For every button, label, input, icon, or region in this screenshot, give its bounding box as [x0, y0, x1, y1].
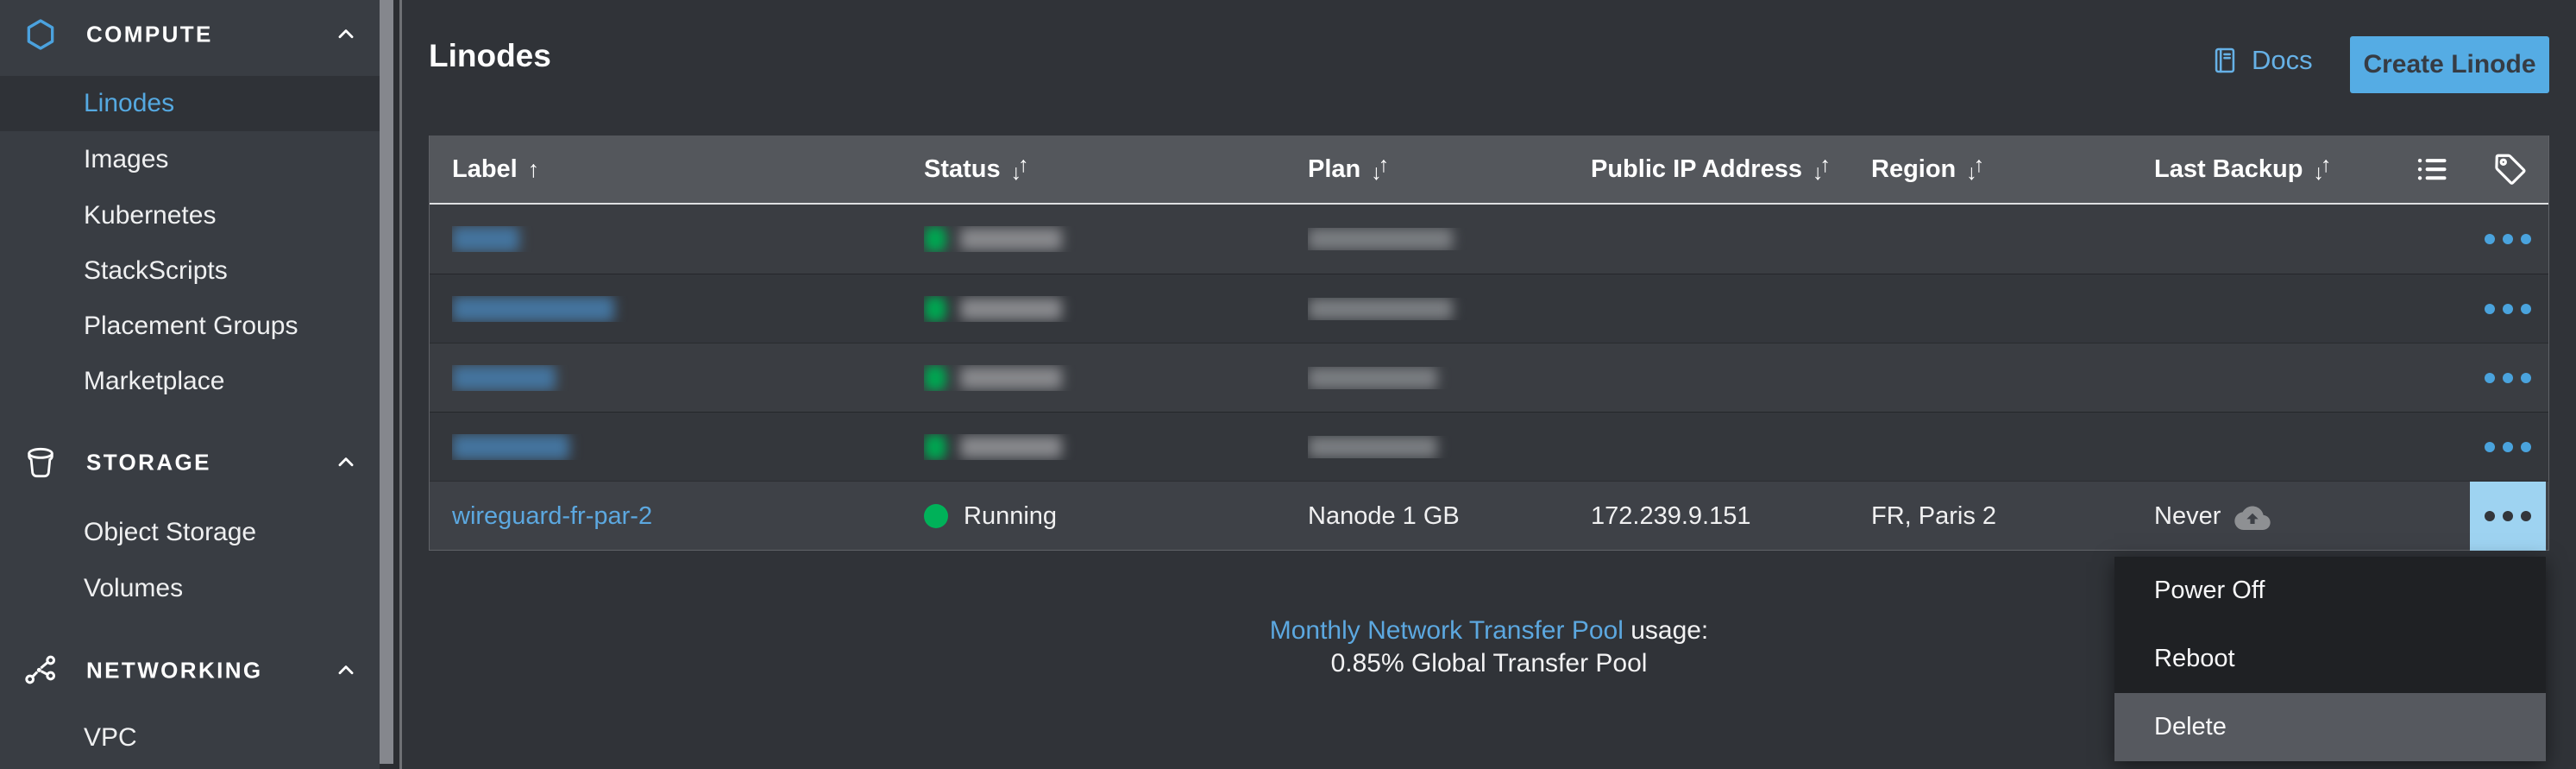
transfer-pool-link[interactable]: Monthly Network Transfer Pool	[1269, 616, 1624, 645]
status-text: Running	[964, 501, 1058, 530]
sort-icon: ↓↑	[1010, 152, 1029, 185]
transfer-pool-summary: Monthly Network Transfer Pool usage: 0.8…	[429, 615, 2549, 680]
create-linode-button[interactable]: Create Linode	[2350, 36, 2549, 93]
docs-link[interactable]: Docs	[2210, 45, 2313, 76]
column-header-plan[interactable]: Plan ↓↑	[1308, 152, 1591, 185]
sidebar-item-placement-groups[interactable]: Placement Groups	[84, 312, 298, 340]
sidebar-item-kubernetes[interactable]: Kubernetes	[84, 201, 217, 230]
column-header-public-ip[interactable]: Public IP Address ↓↑	[1591, 152, 1871, 185]
row-actions-button[interactable]	[2470, 205, 2546, 274]
sidebar-scrollbar[interactable]	[380, 0, 393, 769]
redacted-label	[452, 296, 614, 322]
column-header-status[interactable]: Status ↓↑	[924, 152, 1308, 185]
column-title: Last Backup	[2154, 154, 2303, 183]
table-header-row: Label ↑ Status ↓↑ Plan ↓↑ Public IP Addr…	[430, 136, 2548, 205]
sidebar-item-volumes[interactable]: Volumes	[84, 574, 184, 602]
section-label: STORAGE	[86, 449, 211, 476]
table-row-redacted[interactable]	[430, 343, 2548, 412]
column-title: Region	[1871, 154, 1957, 183]
sidebar-section-networking[interactable]: NETWORKING	[0, 646, 380, 695]
compute-hexagon-icon	[22, 16, 59, 53]
page-title: Linodes	[429, 38, 551, 73]
scrollbar-thumb[interactable]	[380, 0, 393, 764]
column-title: Plan	[1308, 154, 1361, 183]
menu-item-power-off[interactable]: Power Off	[2154, 577, 2265, 604]
chevron-up-icon[interactable]	[335, 23, 357, 46]
redacted-label	[452, 365, 556, 391]
row-action-menu: Power Off Reboot Delete	[2114, 557, 2546, 761]
row-actions-button[interactable]	[2470, 274, 2546, 344]
transfer-usage-value: 0.85% Global Transfer Pool	[1330, 649, 1648, 678]
summary-view-icon[interactable]	[2413, 150, 2451, 188]
redacted-plan	[1308, 228, 1453, 250]
menu-item-reboot[interactable]: Reboot	[2154, 645, 2235, 672]
docs-label: Docs	[2252, 45, 2313, 75]
table-row-redacted[interactable]	[430, 205, 2548, 274]
redacted-status	[960, 367, 1062, 389]
plan-cell: Nanode 1 GB	[1308, 501, 1460, 530]
chevron-up-icon[interactable]	[335, 451, 357, 474]
redacted-status	[960, 436, 1062, 458]
redacted-status	[960, 298, 1062, 320]
redacted-status-dot	[924, 296, 946, 322]
storage-bucket-icon	[22, 444, 59, 481]
row-actions-button-open[interactable]	[2470, 482, 2546, 551]
redacted-status-dot	[924, 226, 946, 252]
sidebar-section-compute[interactable]: COMPUTE	[0, 10, 380, 59]
sidebar: COMPUTE Linodes Images Kubernetes StackS…	[0, 0, 380, 769]
docs-book-icon	[2210, 46, 2240, 75]
redacted-status-dot	[924, 434, 946, 460]
group-by-tag-icon[interactable]	[2492, 151, 2529, 187]
sidebar-item-marketplace[interactable]: Marketplace	[84, 367, 225, 395]
sidebar-divider-line	[399, 0, 402, 769]
table-row-redacted[interactable]	[430, 412, 2548, 481]
sidebar-item-linodes[interactable]: Linodes	[0, 76, 380, 131]
sort-ascending-icon: ↑	[527, 155, 540, 182]
column-header-last-backup[interactable]: Last Backup ↓↑	[2154, 152, 2413, 185]
row-actions-button[interactable]	[2470, 413, 2546, 482]
row-actions-button[interactable]	[2470, 344, 2546, 413]
column-header-region[interactable]: Region ↓↑	[1871, 152, 2154, 185]
region-cell: FR, Paris 2	[1871, 501, 1997, 530]
public-ip-cell: 172.239.9.151	[1591, 501, 1751, 530]
status-running-dot	[924, 504, 948, 528]
column-title: Status	[924, 154, 1001, 183]
table-row-redacted[interactable]	[430, 274, 2548, 343]
menu-item-delete[interactable]: Delete	[2114, 693, 2546, 761]
linodes-table: Label ↑ Status ↓↑ Plan ↓↑ Public IP Addr…	[429, 136, 2549, 551]
sort-icon: ↓↑	[1371, 152, 1390, 185]
sidebar-item-images[interactable]: Images	[84, 145, 169, 173]
sort-icon: ↓↑	[1966, 152, 1985, 185]
transfer-usage-suffix: usage:	[1623, 616, 1709, 645]
redacted-plan	[1308, 367, 1437, 389]
redacted-plan	[1308, 436, 1437, 458]
last-backup-text: Never	[2154, 501, 2221, 530]
redacted-label	[452, 434, 569, 460]
redacted-status	[960, 228, 1062, 250]
column-title: Label	[452, 154, 518, 183]
sidebar-item-stackscripts[interactable]: StackScripts	[84, 256, 228, 285]
sort-icon: ↓↑	[1812, 152, 1831, 185]
linode-label-link[interactable]: wireguard-fr-par-2	[452, 501, 653, 530]
networking-nodes-icon	[22, 652, 59, 689]
redacted-label	[452, 226, 519, 252]
chevron-up-icon[interactable]	[335, 659, 357, 682]
section-label: COMPUTE	[86, 21, 213, 47]
column-header-label[interactable]: Label ↑	[452, 155, 924, 184]
sidebar-divider	[393, 0, 399, 769]
table-row-wireguard-fr-par-2[interactable]: wireguard-fr-par-2 Running Nanode 1 GB 1…	[430, 481, 2548, 551]
cloud-upload-icon	[2234, 503, 2271, 530]
sidebar-item-vpc[interactable]: VPC	[84, 723, 137, 752]
section-label: NETWORKING	[86, 657, 263, 684]
sidebar-section-storage[interactable]: STORAGE	[0, 438, 380, 487]
sort-icon: ↓↑	[2313, 152, 2332, 185]
redacted-status-dot	[924, 365, 946, 391]
sidebar-item-object-storage[interactable]: Object Storage	[84, 518, 257, 546]
column-title: Public IP Address	[1591, 154, 1802, 183]
redacted-plan	[1308, 298, 1453, 320]
